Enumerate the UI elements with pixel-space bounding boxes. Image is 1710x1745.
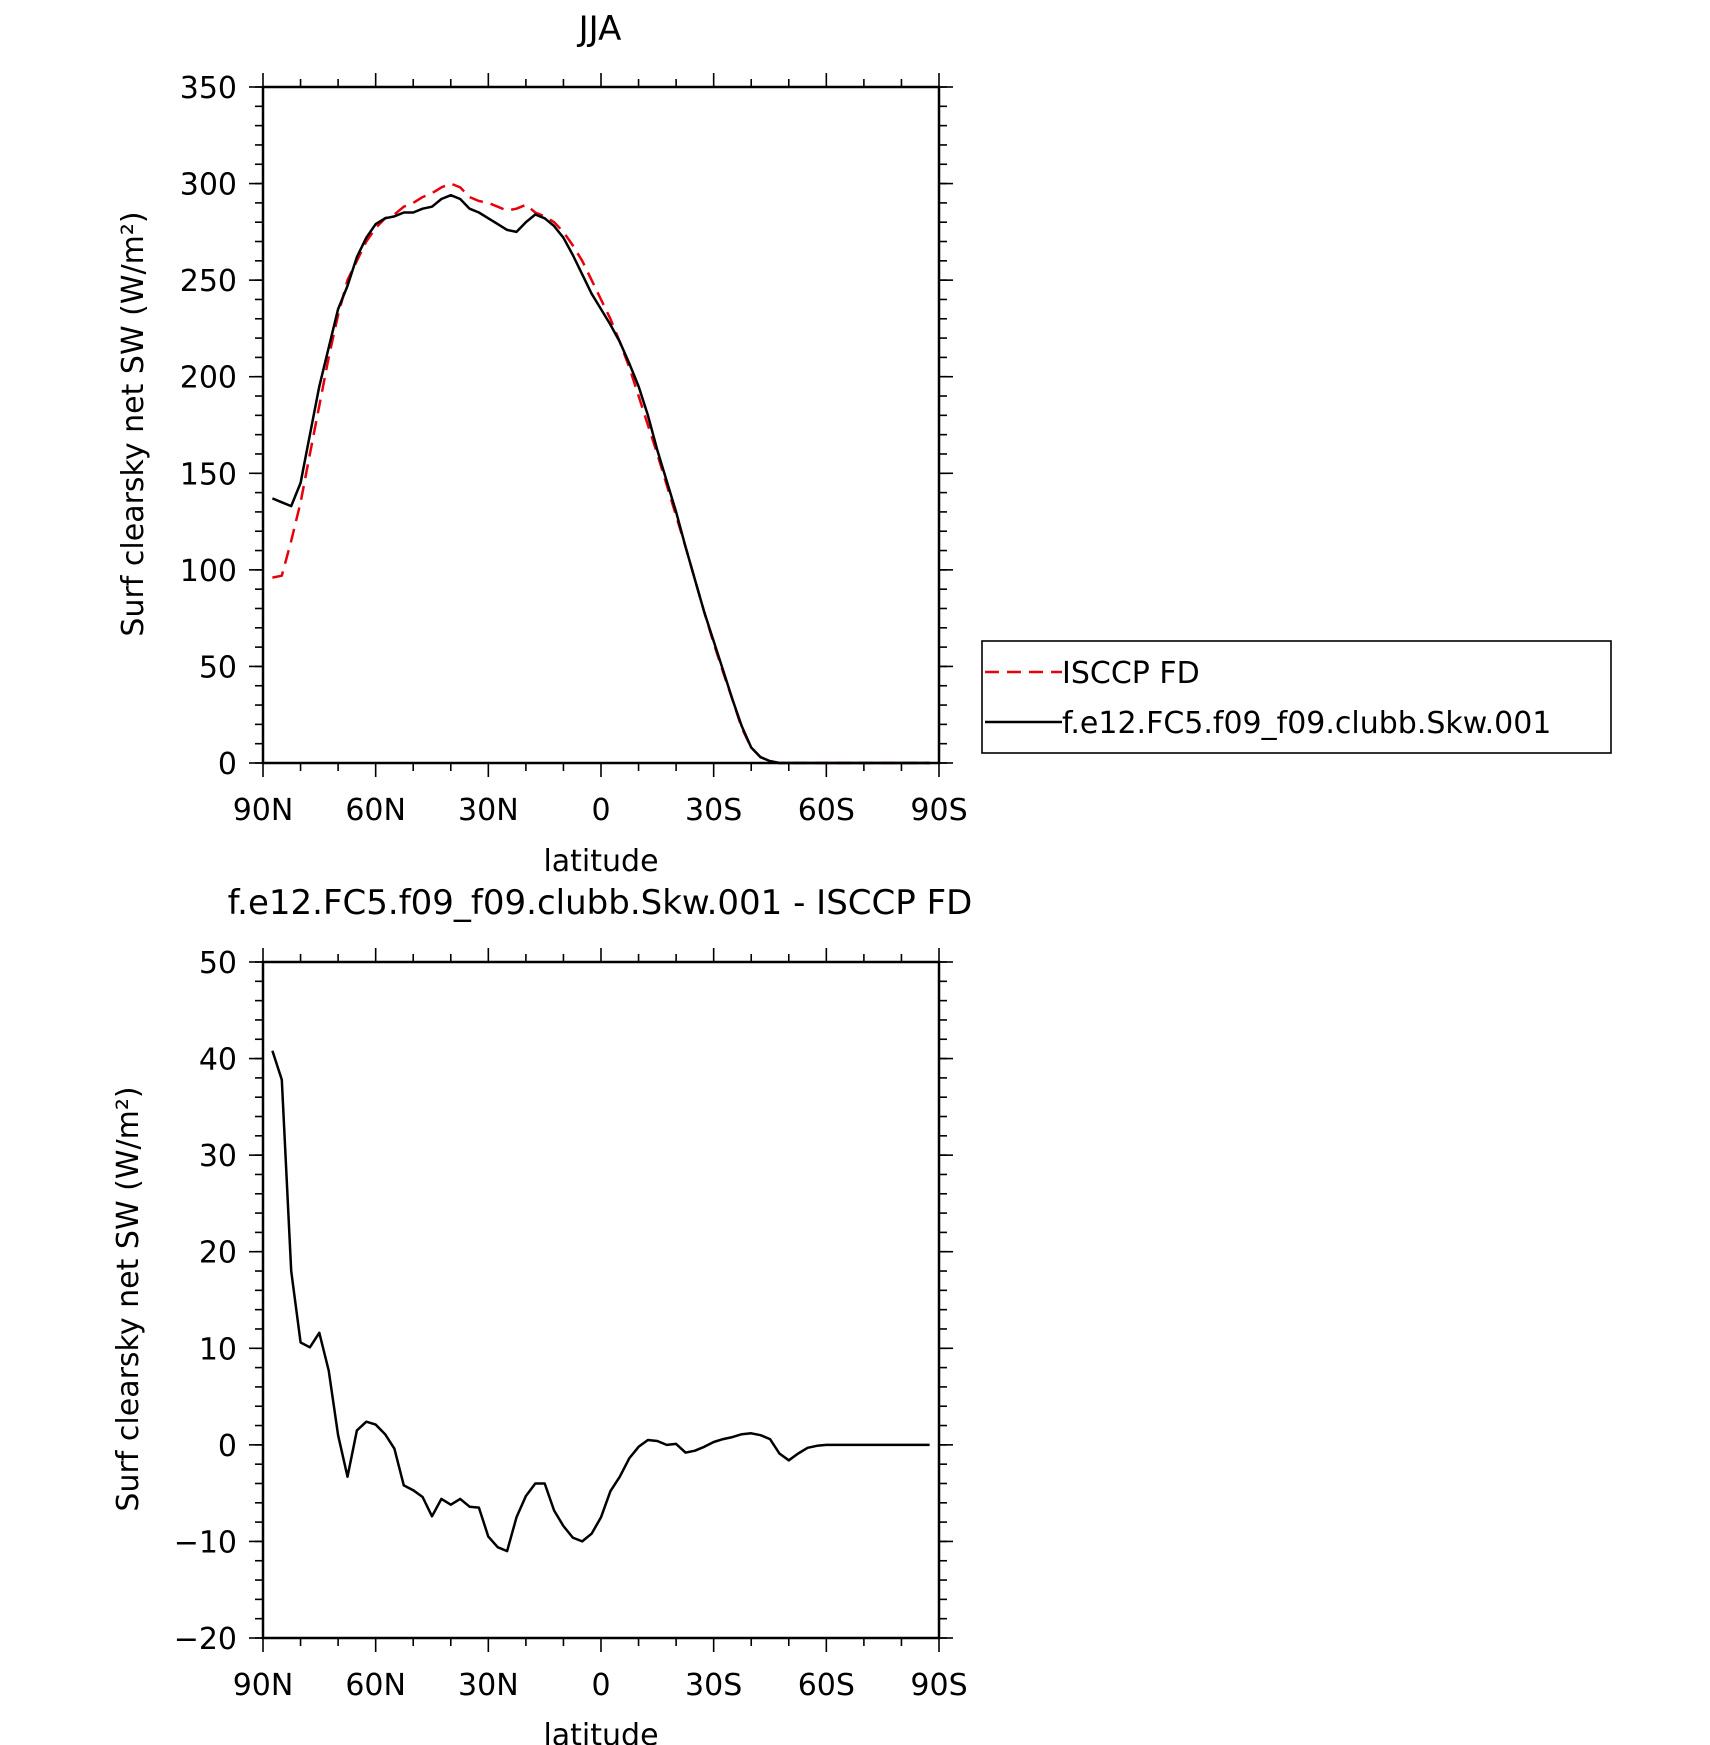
x-tick-label: 90N	[233, 1668, 294, 1703]
x-tick-label: 90S	[910, 1668, 967, 1703]
x-tick-label: 30N	[458, 793, 519, 828]
y-tick-label: 50	[199, 946, 237, 981]
bottom-chart-xlabel: latitude	[543, 1718, 658, 1745]
series-line-0-1	[271, 193, 930, 765]
legend-label-isccp: ISCCP FD	[1062, 656, 1200, 691]
y-tick-label: −10	[174, 1525, 237, 1560]
bottom-chart-panel: f.e12.FC5.f09_f09.clubb.Skw.001 - ISCCP …	[111, 883, 972, 1745]
y-tick-label: 150	[180, 457, 237, 492]
y-tick-label: 200	[180, 361, 237, 396]
x-tick-label: 60N	[345, 793, 406, 828]
y-tick-label: 100	[180, 554, 237, 589]
x-tick-label: 60S	[798, 793, 855, 828]
top-chart-title: JJA	[577, 9, 622, 49]
series-line-1-0	[271, 1050, 930, 1553]
y-tick-label: 0	[218, 1429, 237, 1464]
y-tick-label: −20	[174, 1622, 237, 1657]
y-tick-label: 40	[199, 1043, 237, 1078]
top-chart-ticks: 90N 60N 30N 0 30S 60S 90S 0 50 100 150 200 250 300 350	[180, 71, 968, 828]
x-tick-label: 30S	[685, 1668, 742, 1703]
y-tick-label: 300	[180, 168, 237, 203]
legend-box	[981, 640, 1612, 754]
top-chart-ylabel: Surf clearsky net SW (W/m²)	[116, 211, 151, 636]
bottom-chart-ylabel: Surf clearsky net SW (W/m²)	[111, 1086, 146, 1511]
bottom-chart-frame	[261, 960, 941, 1640]
series-line-0-0	[272, 182, 930, 765]
x-tick-label: 90N	[233, 793, 294, 828]
x-tick-label: 90S	[910, 793, 967, 828]
bottom-chart-ticks: 90N 60N 30N 0 30S 60S 90S −20 −10 0 10 20 30 40 50	[174, 946, 968, 1703]
bottom-chart-series	[271, 1050, 930, 1553]
x-tick-label: 30N	[458, 1668, 519, 1703]
y-tick-label: 10	[199, 1332, 237, 1367]
x-tick-label: 30S	[685, 793, 742, 828]
y-tick-label: 50	[199, 650, 237, 685]
x-tick-label: 0	[591, 1668, 610, 1703]
top-chart-series	[271, 182, 930, 765]
legend-label-model: f.e12.FC5.f09_f09.clubb.Skw.001	[1062, 706, 1551, 741]
y-tick-label: 350	[180, 71, 237, 106]
y-tick-label: 20	[199, 1236, 237, 1271]
y-tick-label: 0	[218, 747, 237, 782]
x-tick-label: 60S	[798, 1668, 855, 1703]
top-chart-xlabel: latitude	[543, 844, 658, 879]
bottom-chart-title: f.e12.FC5.f09_f09.clubb.Skw.001 - ISCCP …	[228, 883, 973, 923]
y-tick-label: 250	[180, 264, 237, 299]
x-tick-label: 0	[591, 793, 610, 828]
top-chart-frame	[261, 85, 941, 765]
x-tick-label: 60N	[345, 1668, 406, 1703]
y-tick-label: 30	[199, 1139, 237, 1174]
top-chart-panel: JJA Surf clearsky net SW (W/m²) latitude…	[116, 9, 1612, 879]
legend: ISCCP FD f.e12.FC5.f09_f09.clubb.Skw.001	[981, 640, 1612, 754]
